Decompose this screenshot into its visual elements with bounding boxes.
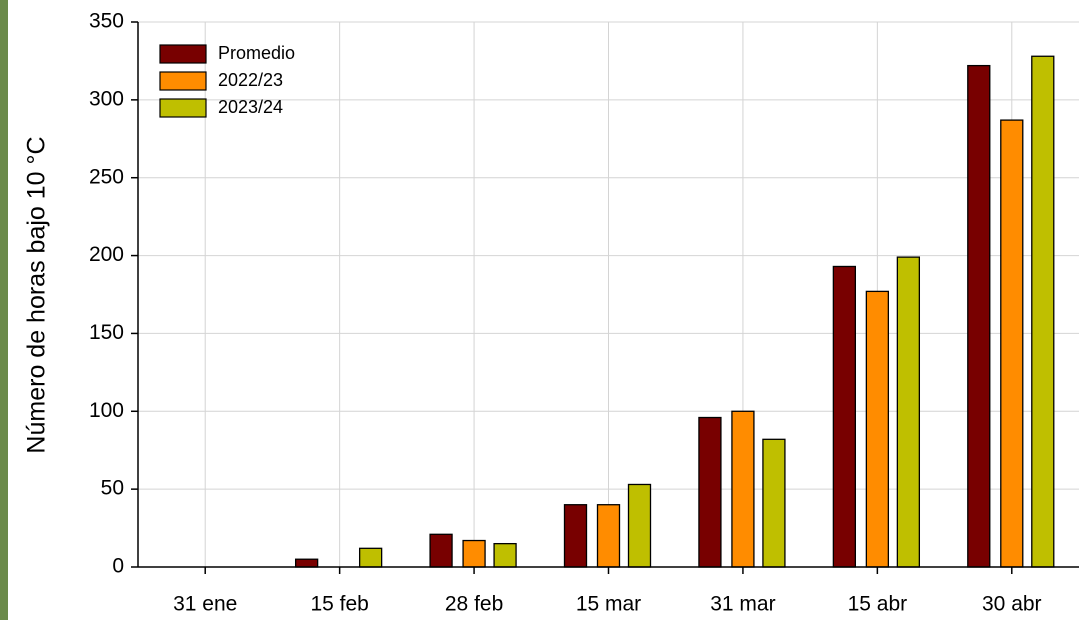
- bar: [627, 483, 652, 568]
- bar: [1000, 119, 1024, 568]
- bar: [493, 542, 517, 568]
- bar: [698, 416, 722, 568]
- bar: [358, 547, 383, 568]
- y-tick-label: 250: [89, 165, 124, 188]
- legend-label: Promedio: [218, 43, 295, 63]
- bar: [762, 438, 786, 568]
- bar: [429, 533, 453, 568]
- x-tick-label: 28 feb: [445, 593, 503, 616]
- legend-swatch: [159, 44, 207, 64]
- x-tick-label: 31 mar: [710, 593, 775, 616]
- x-tick-label: 15 mar: [576, 593, 641, 616]
- bar: [896, 256, 921, 568]
- legend-label: 2022/23: [218, 70, 283, 90]
- x-tick-label: 15 feb: [310, 593, 368, 616]
- y-tick-label: 350: [89, 10, 124, 33]
- bar: [731, 410, 755, 568]
- legend-swatch: [159, 71, 207, 91]
- bar: [967, 64, 991, 568]
- y-tick-label: 100: [89, 399, 124, 422]
- bar: [865, 290, 890, 568]
- y-axis-label: Número de horas bajo 10 °C: [23, 136, 51, 453]
- y-tick-label: 150: [89, 321, 124, 344]
- bar: [563, 504, 588, 568]
- y-tick-label: 0: [112, 555, 124, 578]
- x-tick-label: 31 ene: [173, 593, 237, 616]
- y-tick-label: 300: [89, 87, 124, 110]
- x-tick-label: 15 abr: [848, 593, 908, 616]
- legend-label: 2023/24: [218, 97, 283, 117]
- bar: [1031, 55, 1055, 568]
- y-tick-label: 50: [101, 477, 124, 500]
- bar: [596, 504, 621, 568]
- bar: [462, 539, 486, 568]
- photo-edge: [0, 0, 8, 620]
- y-tick-label: 200: [89, 243, 124, 266]
- bar: [832, 265, 857, 568]
- bar: [294, 558, 319, 568]
- legend-swatch: [159, 98, 207, 118]
- x-tick-label: 30 abr: [982, 593, 1042, 616]
